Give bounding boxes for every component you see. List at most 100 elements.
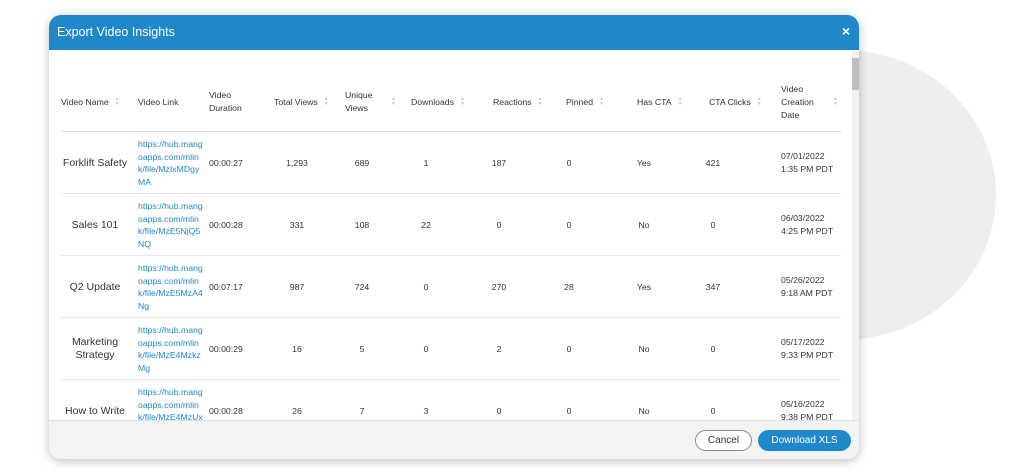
cell-total-views: 26 [292, 405, 302, 416]
cell-reactions: 2 [496, 343, 502, 354]
cell-unique-views: 689 [354, 157, 370, 168]
cell-unique-views: 108 [354, 219, 370, 230]
column-header-label: Total Views [274, 96, 318, 107]
dialog-body: Video Name ▲ ▼ Video Link Video Duration Tota… [49, 50, 859, 420]
cell-video-name: Marketing Strategy [71, 336, 119, 361]
sort-icon[interactable]: ▲ ▼ [537, 96, 543, 107]
cell-cta-clicks: 0 [710, 343, 716, 354]
table-row: Marketing Strategy https://hub.mangoapps.… [61, 318, 841, 380]
cell-reactions: 0 [496, 219, 502, 230]
scrollbar-thumb[interactable] [852, 58, 859, 90]
sort-icon[interactable]: ▲ ▼ [677, 96, 683, 107]
cell-reactions: 0 [496, 405, 502, 416]
cell-video-duration: 00:00:28 [209, 219, 243, 230]
cell-video-link[interactable]: https://hub.mangoapps.com/mlink/file/MzE… [138, 325, 203, 373]
dialog-title: Export Video Insights [57, 25, 175, 39]
column-header-label: Video Duration [209, 90, 242, 113]
column-header-video-name[interactable]: Video Name ▲ ▼ [61, 72, 129, 132]
cell-video-link[interactable]: https://hub.mangoapps.com/mlink/file/MzE… [138, 201, 203, 249]
cell-video-name: Forklift Safety [62, 156, 128, 169]
cell-cta-clicks: 0 [710, 219, 716, 230]
cell-video-link[interactable]: https://hub.mangoapps.com/mlink/file/MzI… [138, 139, 203, 187]
cancel-button[interactable]: Cancel [695, 430, 752, 451]
column-header-creation-date[interactable]: Video Creation Date ▲ ▼ [781, 72, 839, 132]
column-header-label: Video Name [61, 96, 109, 107]
cell-creation-date: 05/17/2022 9:33 PM PDT [781, 337, 834, 360]
column-header-has-cta[interactable]: Has CTA ▲ ▼ [637, 72, 697, 132]
cell-creation-date: 07/01/2022 1:35 PM PDT [781, 151, 834, 174]
column-header-label: Pinned [566, 96, 594, 107]
sort-icon[interactable]: ▲ ▼ [323, 96, 329, 107]
table-row: Forklift Safety https://hub.mangoapps.com… [61, 132, 841, 194]
sort-icon[interactable]: ▲ ▼ [391, 96, 396, 107]
cell-video-duration: 00:00:28 [209, 405, 243, 416]
sort-icon[interactable]: ▲ ▼ [833, 96, 838, 107]
cell-video-name: Q2 Update [69, 280, 121, 293]
column-header-reactions[interactable]: Reactions ▲ ▼ [493, 72, 553, 132]
cell-downloads: 0 [423, 343, 429, 354]
cell-video-name: Sales 101 [71, 218, 119, 231]
cell-unique-views: 724 [354, 281, 370, 292]
column-header-label: Has CTA [637, 96, 672, 107]
sort-icon[interactable]: ▲ ▼ [756, 96, 762, 107]
cell-pinned: 0 [566, 157, 572, 168]
cell-total-views: 331 [289, 219, 305, 230]
cell-has-cta: Yes [636, 157, 652, 168]
cell-downloads: 3 [423, 405, 429, 416]
table-row: How to Write https://hub.mangoapps.com/ml… [61, 380, 841, 420]
dialog-footer: Cancel Download XLS [49, 420, 859, 459]
column-header-video-link: Video Link [138, 72, 206, 132]
column-header-cta-clicks[interactable]: CTA Clicks ▲ ▼ [709, 72, 769, 132]
cell-cta-clicks: 347 [705, 281, 721, 292]
cell-video-duration: 00:00:27 [209, 157, 243, 168]
cell-video-name: How to Write [65, 404, 125, 417]
cell-video-duration: 00:07:17 [209, 281, 243, 292]
insights-table: Video Name ▲ ▼ Video Link Video Duration Tota… [61, 72, 841, 420]
cell-downloads: 22 [421, 219, 431, 230]
cell-total-views: 1,293 [286, 157, 308, 168]
column-header-video-duration: Video Duration [209, 72, 265, 132]
column-header-label: Video Link [138, 96, 179, 107]
vertical-scrollbar[interactable] [852, 50, 859, 420]
column-header-label: Video Creation Date [781, 83, 814, 120]
table-body: Forklift Safety https://hub.mangoapps.com… [61, 132, 841, 420]
cell-reactions: 270 [491, 281, 507, 292]
cell-total-views: 987 [289, 281, 305, 292]
cell-downloads: 0 [423, 281, 429, 292]
cell-creation-date: 05/16/2022 9:38 PM PDT [781, 399, 834, 420]
cell-cta-clicks: 0 [710, 405, 716, 416]
cell-unique-views: 7 [359, 405, 365, 416]
cell-pinned: 0 [566, 219, 572, 230]
sort-icon[interactable]: ▲ ▼ [114, 96, 120, 107]
column-header-unique-views[interactable]: Unique Views ▲ ▼ [345, 72, 396, 132]
cell-downloads: 1 [423, 157, 429, 168]
cell-pinned: 0 [566, 405, 572, 416]
sort-icon[interactable]: ▲ ▼ [459, 96, 465, 107]
dialog-header: Export Video Insights × [49, 15, 859, 50]
cell-reactions: 187 [491, 157, 507, 168]
column-header-downloads[interactable]: Downloads ▲ ▼ [411, 72, 476, 132]
cell-creation-date: 06/03/2022 4:25 PM PDT [781, 213, 834, 236]
cell-has-cta: Yes [636, 281, 652, 292]
cell-pinned: 28 [564, 281, 574, 292]
column-header-label: Downloads [411, 96, 454, 107]
column-header-total-views[interactable]: Total Views ▲ ▼ [274, 72, 336, 132]
cell-cta-clicks: 421 [705, 157, 721, 168]
cell-unique-views: 5 [359, 343, 365, 354]
close-icon[interactable]: × [841, 23, 850, 39]
table-row: Sales 101 https://hub.mangoapps.com/mlink… [61, 194, 841, 256]
cell-has-cta: No [638, 405, 650, 416]
sort-icon[interactable]: ▲ ▼ [599, 96, 605, 107]
cell-video-link[interactable]: https://hub.mangoapps.com/mlink/file/MzE… [138, 263, 203, 311]
column-header-label: CTA Clicks [709, 96, 751, 107]
cell-creation-date: 05/26/2022 9:18 AM PDT [781, 275, 833, 298]
cell-video-duration: 00:00:29 [209, 343, 243, 354]
cell-video-link[interactable]: https://hub.mangoapps.com/mlink/file/MzE… [138, 387, 203, 420]
download-xls-button[interactable]: Download XLS [758, 430, 851, 451]
cell-pinned: 0 [566, 343, 572, 354]
cell-has-cta: No [638, 219, 650, 230]
column-header-pinned[interactable]: Pinned ▲ ▼ [566, 72, 618, 132]
table-row: Q2 Update https://hub.mangoapps.com/mlink… [61, 256, 841, 318]
table-header-row: Video Name ▲ ▼ Video Link Video Duration Tota… [61, 72, 841, 132]
cell-has-cta: No [638, 343, 650, 354]
